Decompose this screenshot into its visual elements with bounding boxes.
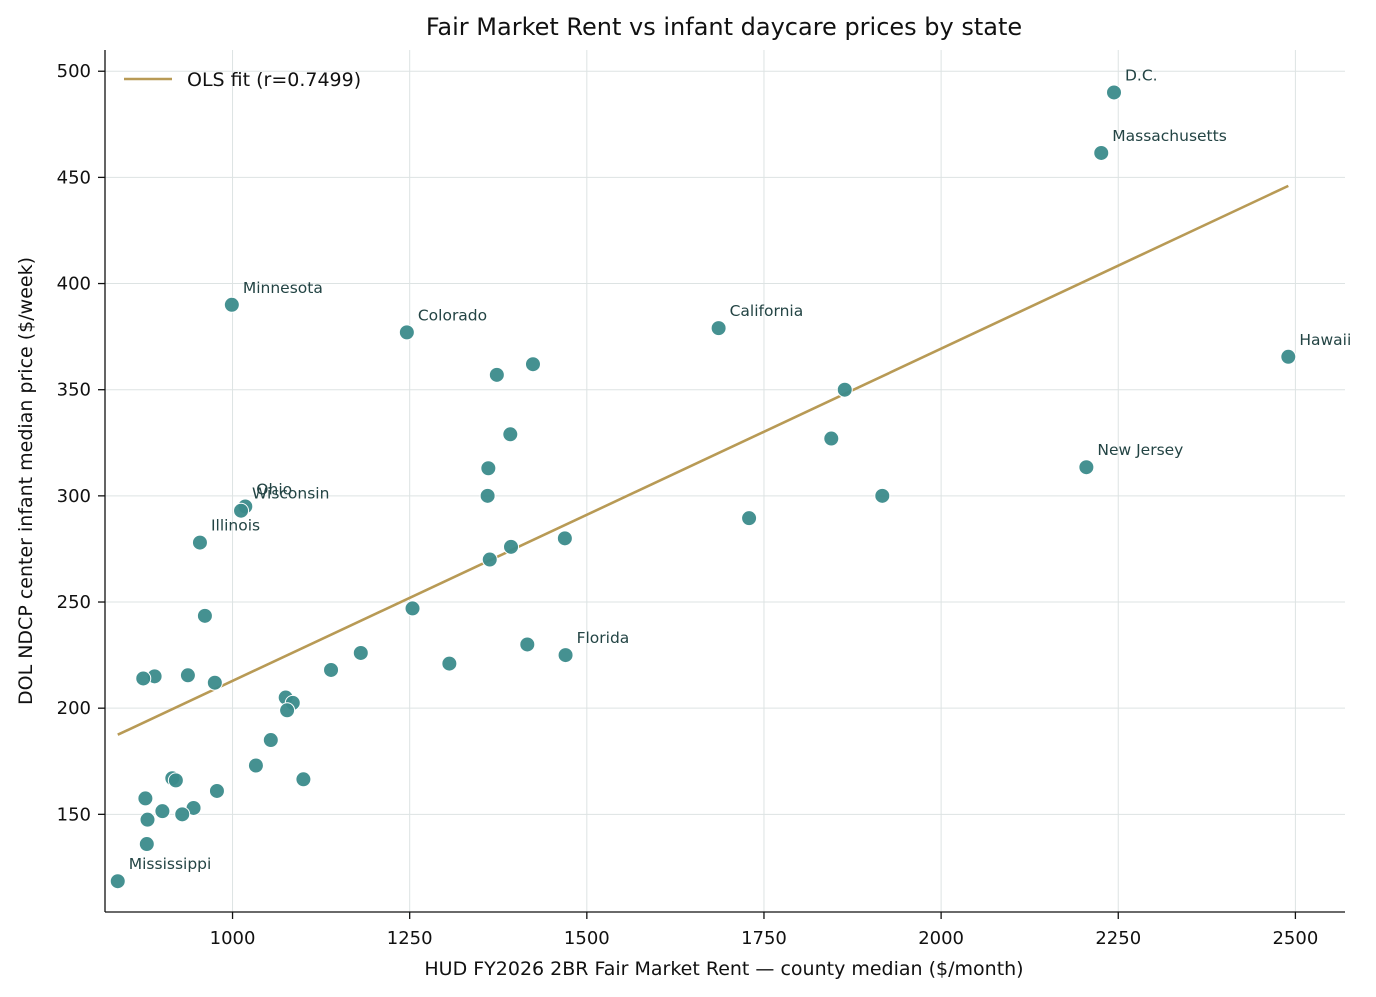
data-point <box>295 771 312 788</box>
x-axis-label: HUD FY2026 2BR Fair Market Rent — county… <box>424 958 1023 980</box>
data-point <box>1280 348 1297 365</box>
data-point <box>135 670 152 687</box>
legend: OLS fit (r=0.7499) <box>124 69 361 91</box>
y-axis-label: DOL NDCP center infant median price ($/w… <box>15 257 37 705</box>
data-point <box>441 655 458 672</box>
x-tick-label: 2000 <box>918 928 964 949</box>
data-point <box>138 836 155 853</box>
data-point <box>1093 144 1110 161</box>
y-tick-label: 450 <box>57 167 91 188</box>
x-tick-label: 1500 <box>564 928 610 949</box>
data-point <box>247 757 264 774</box>
data-point <box>196 607 213 624</box>
data-point <box>502 426 519 443</box>
data-point <box>137 790 154 807</box>
point-labels: D.C. Massachusetts Minnesota Colorado Califo… <box>129 66 1352 873</box>
data-point <box>524 356 541 373</box>
point-label: Illinois <box>211 517 260 535</box>
data-point <box>223 296 240 313</box>
data-point <box>480 460 497 477</box>
y-tick-label: 350 <box>57 380 91 401</box>
y-tick-label: 500 <box>57 61 91 82</box>
data-point <box>279 702 296 719</box>
data-points <box>109 84 1297 890</box>
data-point <box>557 647 574 664</box>
chart-title: Fair Market Rent vs infant daycare price… <box>426 13 1022 41</box>
data-point <box>167 772 184 789</box>
data-point <box>208 782 225 799</box>
x-tick-label: 2500 <box>1272 928 1318 949</box>
point-label: Colorado <box>418 306 487 324</box>
x-tick-label: 2250 <box>1095 928 1141 949</box>
point-label: Ohio <box>256 480 292 498</box>
grid-lines <box>105 50 1345 912</box>
data-point <box>174 806 191 823</box>
data-point <box>836 381 853 398</box>
data-point <box>823 430 840 447</box>
y-tick-label: 150 <box>57 804 91 825</box>
point-label: D.C. <box>1125 66 1158 84</box>
point-label: Massachusetts <box>1112 127 1227 145</box>
data-point <box>352 644 369 661</box>
legend-label: OLS fit (r=0.7499) <box>187 69 361 91</box>
data-point <box>109 873 126 890</box>
point-label: Hawaii <box>1299 331 1351 349</box>
point-label: Minnesota <box>243 279 323 297</box>
data-point <box>710 320 727 337</box>
data-point <box>323 661 340 678</box>
data-point <box>1106 84 1123 101</box>
data-point <box>179 667 196 684</box>
point-label: New Jersey <box>1097 441 1183 459</box>
y-tick-label: 200 <box>57 698 91 719</box>
y-tick-label: 250 <box>57 592 91 613</box>
data-point <box>488 366 505 383</box>
x-axis-ticks: 1000 1250 1500 1750 2000 2250 2500 <box>210 912 1318 949</box>
data-point <box>556 530 573 547</box>
data-point <box>479 487 496 504</box>
data-point <box>398 324 415 341</box>
x-tick-label: 1750 <box>741 928 787 949</box>
data-point <box>404 600 421 617</box>
data-point <box>1078 459 1095 476</box>
data-point <box>503 538 520 555</box>
data-point <box>874 487 891 504</box>
data-point <box>481 551 498 568</box>
point-label: Wisconsin <box>252 485 329 503</box>
data-point <box>191 534 208 551</box>
x-tick-label: 1250 <box>387 928 433 949</box>
y-tick-label: 300 <box>57 486 91 507</box>
y-axis-ticks: 150 200 250 300 350 400 450 500 <box>57 61 105 825</box>
y-tick-label: 400 <box>57 274 91 295</box>
point-label: Florida <box>577 629 630 647</box>
data-point <box>741 510 758 527</box>
axes <box>104 50 1345 913</box>
data-point <box>233 502 250 519</box>
ols-fit-line <box>117 184 1289 736</box>
data-point <box>519 636 536 653</box>
point-label: Mississippi <box>129 855 212 873</box>
data-point <box>139 811 156 828</box>
point-label: California <box>730 302 804 320</box>
data-point <box>154 803 171 820</box>
data-point <box>262 732 279 749</box>
x-tick-label: 1000 <box>210 928 256 949</box>
data-point <box>206 674 223 691</box>
